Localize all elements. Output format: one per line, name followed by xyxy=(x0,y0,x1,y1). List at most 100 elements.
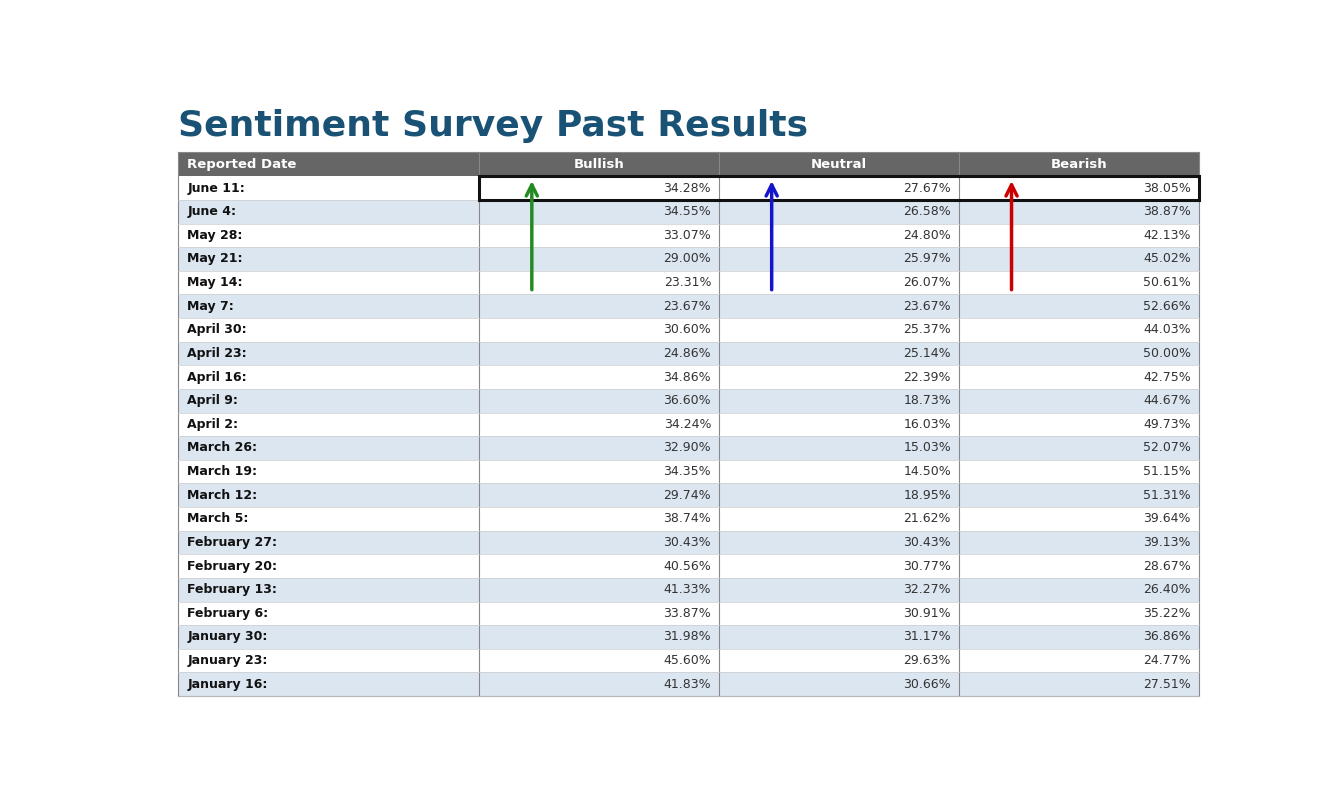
Text: 40.56%: 40.56% xyxy=(663,559,712,573)
Text: April 9:: April 9: xyxy=(187,394,238,407)
Text: 32.90%: 32.90% xyxy=(663,442,712,454)
Bar xyxy=(179,601,1198,625)
Text: 25.14%: 25.14% xyxy=(904,347,951,360)
Text: March 19:: March 19: xyxy=(187,465,258,478)
Text: June 4:: June 4: xyxy=(187,205,236,219)
Text: 41.83%: 41.83% xyxy=(663,678,712,690)
Text: June 11:: June 11: xyxy=(187,181,244,195)
Text: 36.86%: 36.86% xyxy=(1143,630,1191,644)
Text: 52.07%: 52.07% xyxy=(1143,442,1191,454)
Text: 41.33%: 41.33% xyxy=(663,583,712,596)
Text: 34.35%: 34.35% xyxy=(663,465,712,478)
Bar xyxy=(179,247,1198,271)
Text: 39.64%: 39.64% xyxy=(1143,512,1191,525)
Bar xyxy=(179,484,1198,507)
Text: 34.28%: 34.28% xyxy=(663,181,712,195)
Text: 22.39%: 22.39% xyxy=(904,371,951,383)
Text: March 26:: March 26: xyxy=(187,442,258,454)
Text: Reported Date: Reported Date xyxy=(187,158,297,171)
Bar xyxy=(479,152,719,176)
Bar xyxy=(179,294,1198,318)
Text: 29.63%: 29.63% xyxy=(904,654,951,667)
Text: 30.60%: 30.60% xyxy=(663,323,712,336)
Text: 29.74%: 29.74% xyxy=(663,488,712,502)
Text: February 20:: February 20: xyxy=(187,559,277,573)
Text: 30.66%: 30.66% xyxy=(904,678,951,690)
Text: 34.24%: 34.24% xyxy=(663,418,712,431)
Text: 52.66%: 52.66% xyxy=(1143,300,1191,312)
Text: 38.87%: 38.87% xyxy=(1143,205,1191,219)
Text: 30.43%: 30.43% xyxy=(904,536,951,549)
Text: January 23:: January 23: xyxy=(187,654,267,667)
Text: 49.73%: 49.73% xyxy=(1143,418,1191,431)
Text: 42.75%: 42.75% xyxy=(1143,371,1191,383)
Bar xyxy=(179,152,479,176)
Text: 26.07%: 26.07% xyxy=(904,276,951,289)
Text: 31.98%: 31.98% xyxy=(663,630,712,644)
Bar xyxy=(179,531,1198,555)
Text: 18.73%: 18.73% xyxy=(904,394,951,407)
Bar xyxy=(179,460,1198,484)
Text: 24.77%: 24.77% xyxy=(1143,654,1191,667)
Text: 51.15%: 51.15% xyxy=(1143,465,1191,478)
Text: March 5:: March 5: xyxy=(187,512,248,525)
Bar xyxy=(179,672,1198,696)
Text: Sentiment Survey Past Results: Sentiment Survey Past Results xyxy=(179,109,808,143)
Text: 26.58%: 26.58% xyxy=(904,205,951,219)
Bar xyxy=(719,152,959,176)
Text: 44.67%: 44.67% xyxy=(1143,394,1191,407)
Text: 50.61%: 50.61% xyxy=(1143,276,1191,289)
Text: May 7:: May 7: xyxy=(187,300,234,312)
Bar xyxy=(179,176,1198,200)
Bar xyxy=(179,555,1198,578)
Text: 27.67%: 27.67% xyxy=(904,181,951,195)
Bar xyxy=(479,176,1198,200)
Text: 24.86%: 24.86% xyxy=(663,347,712,360)
Bar xyxy=(179,271,1198,294)
Text: 44.03%: 44.03% xyxy=(1143,323,1191,336)
Bar xyxy=(179,365,1198,389)
Text: February 13:: February 13: xyxy=(187,583,277,596)
Bar xyxy=(179,625,1198,649)
Bar xyxy=(959,152,1198,176)
Text: March 12:: March 12: xyxy=(187,488,258,502)
Text: 45.60%: 45.60% xyxy=(663,654,712,667)
Text: January 30:: January 30: xyxy=(187,630,267,644)
Text: Bullish: Bullish xyxy=(573,158,624,171)
Text: 38.05%: 38.05% xyxy=(1143,181,1191,195)
Bar xyxy=(179,200,1198,223)
Text: 33.87%: 33.87% xyxy=(663,607,712,620)
Text: May 28:: May 28: xyxy=(187,229,243,242)
Text: Neutral: Neutral xyxy=(811,158,866,171)
Bar xyxy=(179,318,1198,342)
Text: 38.74%: 38.74% xyxy=(663,512,712,525)
Text: 30.91%: 30.91% xyxy=(904,607,951,620)
Text: May 14:: May 14: xyxy=(187,276,243,289)
Text: 30.77%: 30.77% xyxy=(902,559,951,573)
Text: 23.67%: 23.67% xyxy=(663,300,712,312)
Bar xyxy=(179,578,1198,601)
Text: 30.43%: 30.43% xyxy=(663,536,712,549)
Text: 36.60%: 36.60% xyxy=(663,394,712,407)
Text: April 23:: April 23: xyxy=(187,347,247,360)
Bar xyxy=(179,389,1198,413)
Text: 28.67%: 28.67% xyxy=(1143,559,1191,573)
Text: Bearish: Bearish xyxy=(1050,158,1107,171)
Text: April 2:: April 2: xyxy=(187,418,238,431)
Text: February 6:: February 6: xyxy=(187,607,269,620)
Text: 45.02%: 45.02% xyxy=(1143,252,1191,265)
Text: 39.13%: 39.13% xyxy=(1143,536,1191,549)
Bar xyxy=(179,649,1198,672)
Text: May 21:: May 21: xyxy=(187,252,243,265)
Bar xyxy=(179,507,1198,531)
Text: 29.00%: 29.00% xyxy=(663,252,712,265)
Text: April 30:: April 30: xyxy=(187,323,247,336)
Text: 18.95%: 18.95% xyxy=(904,488,951,502)
Text: 27.51%: 27.51% xyxy=(1143,678,1191,690)
Bar xyxy=(179,436,1198,460)
Text: 14.50%: 14.50% xyxy=(904,465,951,478)
Text: 26.40%: 26.40% xyxy=(1143,583,1191,596)
Text: February 27:: February 27: xyxy=(187,536,277,549)
Text: 34.86%: 34.86% xyxy=(663,371,712,383)
Text: January 16:: January 16: xyxy=(187,678,267,690)
